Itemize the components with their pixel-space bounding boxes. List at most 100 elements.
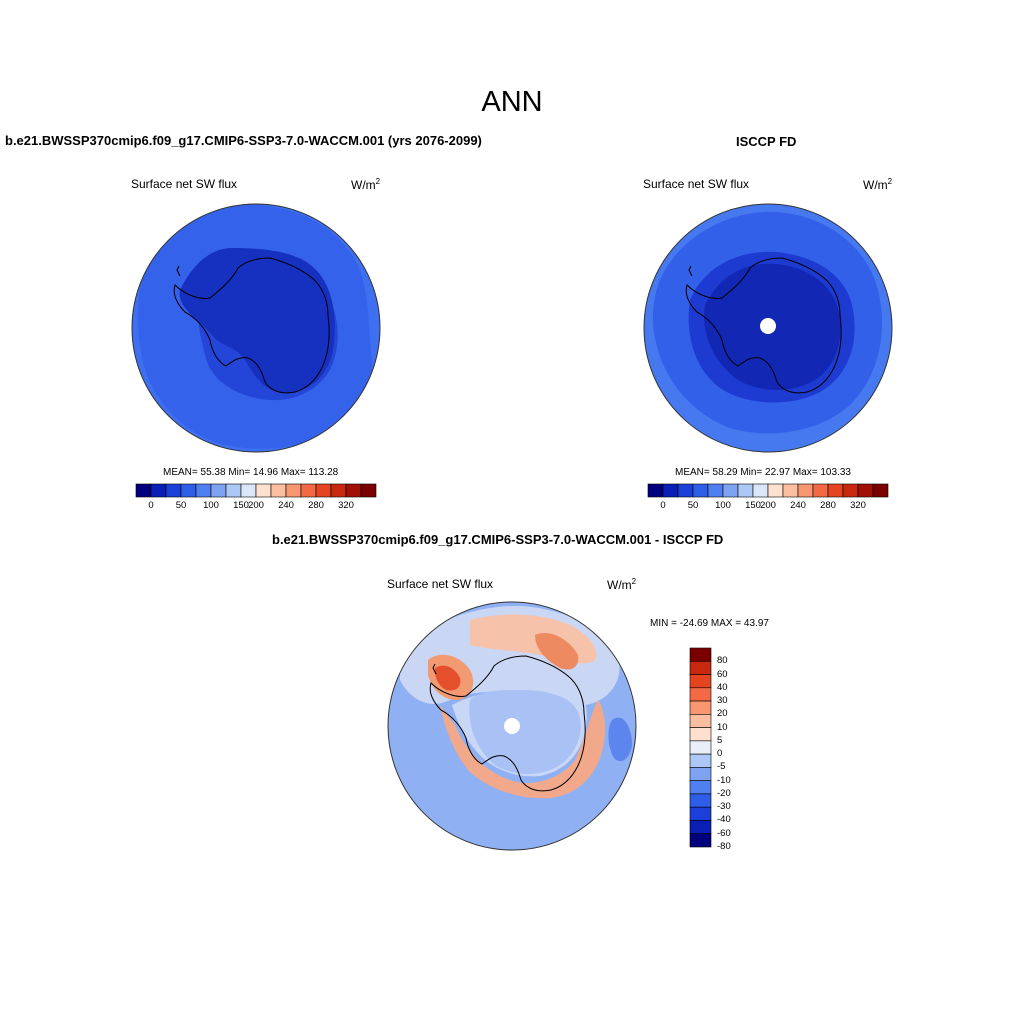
ref-map <box>644 204 892 452</box>
colorbar-swatch <box>689 660 712 675</box>
colorbar-swatch <box>689 806 712 821</box>
colorbar-tick-label: 20 <box>717 708 728 720</box>
colorbar-tick-label: 0 <box>148 500 154 511</box>
colorbar-tick-label: 200 <box>248 500 264 511</box>
test-stats: MEAN= 55.38 Min= 14.96 Max= 113.28 <box>163 467 339 478</box>
colorbar-swatch <box>240 483 257 498</box>
colorbar-swatch <box>689 780 712 795</box>
colorbar-tick-label: 80 <box>717 655 728 667</box>
colorbar-tick-label: -30 <box>717 801 731 813</box>
colorbar-swatch <box>737 483 754 498</box>
colorbar-swatch <box>330 483 347 498</box>
diff-map <box>388 602 636 850</box>
colorbar-swatch <box>842 483 859 498</box>
colorbar-swatch <box>752 483 769 498</box>
colorbar-swatch <box>689 700 712 715</box>
colorbar-swatch <box>677 483 694 498</box>
colorbar-swatch <box>692 483 709 498</box>
colorbar-tick-label: -80 <box>717 841 731 852</box>
colorbar-swatch <box>689 820 712 835</box>
colorbar-swatch <box>689 647 712 662</box>
test-map-border <box>131 203 381 453</box>
colorbar-swatch <box>689 833 712 848</box>
colorbar-swatch <box>689 727 712 742</box>
colorbar-tick-label: 320 <box>850 500 866 511</box>
colorbar-swatch <box>180 483 197 498</box>
colorbar-swatch <box>689 687 712 702</box>
colorbar-swatch <box>707 483 724 498</box>
colorbar-swatch <box>662 483 679 498</box>
colorbar-tick-label: -20 <box>717 787 731 799</box>
colorbar-tick-label: 0 <box>717 748 723 760</box>
test-variable-label: Surface net SW flux <box>131 177 238 191</box>
diff-map-border <box>387 601 637 851</box>
colorbar-tick-label: 150 <box>745 500 761 511</box>
colorbar-swatch <box>165 483 182 498</box>
colorbar-tick-label: 240 <box>278 500 294 511</box>
colorbar-swatch <box>689 714 712 728</box>
colorbar-tick-label: -60 <box>717 827 731 839</box>
colorbar-swatch <box>827 483 844 498</box>
colorbar-tick-label: 100 <box>715 500 731 511</box>
colorbar-tick-label: 280 <box>820 500 836 511</box>
diff-colorbar <box>689 647 712 848</box>
colorbar-tick-label: 30 <box>717 695 728 707</box>
test-colorbar <box>135 483 377 498</box>
colorbar-tick-label: -10 <box>717 774 731 786</box>
colorbar-swatch <box>315 483 332 498</box>
ref-panel-title: ISCCP FD <box>736 134 797 149</box>
diff-panel-title: b.e21.BWSSP370cmip6.f09_g17.CMIP6-SSP3-7… <box>272 532 724 547</box>
colorbar-tick-label: 320 <box>338 500 354 511</box>
colorbar-tick-label: 10 <box>717 721 728 733</box>
ref-colorbar <box>647 483 889 498</box>
diff-units-label: W/m2 <box>607 577 637 592</box>
colorbar-tick-label: 200 <box>760 500 776 511</box>
colorbar-swatch <box>689 793 712 808</box>
test-map-coastline <box>173 257 330 394</box>
colorbar-tick-label: -5 <box>717 761 726 773</box>
season-title: ANN <box>481 86 543 118</box>
colorbar-swatch <box>722 483 739 498</box>
test-map <box>132 204 380 452</box>
colorbar-swatch <box>689 753 712 768</box>
colorbar-swatch <box>225 483 242 498</box>
colorbar-swatch <box>345 483 362 498</box>
ref-map-border <box>643 203 893 453</box>
colorbar-swatch <box>857 483 874 498</box>
colorbar-swatch <box>872 483 889 498</box>
colorbar-swatch <box>782 483 799 498</box>
colorbar-swatch <box>812 483 829 498</box>
colorbar-tick-label: 100 <box>203 500 219 511</box>
diff-stats: MIN = -24.69 MAX = 43.97 <box>650 618 769 629</box>
colorbar-swatch <box>797 483 814 498</box>
colorbar-swatch <box>647 483 664 498</box>
colorbar-tick-label: 60 <box>717 668 728 680</box>
colorbar-swatch <box>767 483 784 498</box>
ref-units-label: W/m2 <box>863 177 893 192</box>
colorbar-tick-label: 280 <box>308 500 324 511</box>
colorbar-swatch <box>150 483 167 498</box>
colorbar-swatch <box>689 767 712 781</box>
colorbar-tick-label: 40 <box>717 681 728 693</box>
colorbar-swatch <box>255 483 272 498</box>
colorbar-swatch <box>195 483 212 498</box>
ref-map-coastline <box>685 257 842 394</box>
colorbar-swatch <box>689 740 712 755</box>
ref-stats: MEAN= 58.29 Min= 22.97 Max= 103.33 <box>675 467 851 478</box>
colorbar-tick-label: 50 <box>687 500 699 511</box>
colorbar-swatch <box>360 483 377 498</box>
diff-map-coastline <box>429 655 586 792</box>
colorbar-swatch <box>270 483 287 498</box>
colorbar-tick-label: 0 <box>660 500 666 511</box>
ref-variable-label: Surface net SW flux <box>643 177 750 191</box>
test-units-label: W/m2 <box>351 177 381 192</box>
diff-variable-label: Surface net SW flux <box>387 577 494 591</box>
colorbar-tick-label: 150 <box>233 500 249 511</box>
colorbar-swatch <box>285 483 302 498</box>
colorbar-tick-label: 50 <box>175 500 187 511</box>
test-panel-title: b.e21.BWSSP370cmip6.f09_g17.CMIP6-SSP3-7… <box>5 133 482 148</box>
colorbar-swatch <box>210 483 227 498</box>
colorbar-tick-label: 240 <box>790 500 806 511</box>
colorbar-swatch <box>135 483 152 498</box>
